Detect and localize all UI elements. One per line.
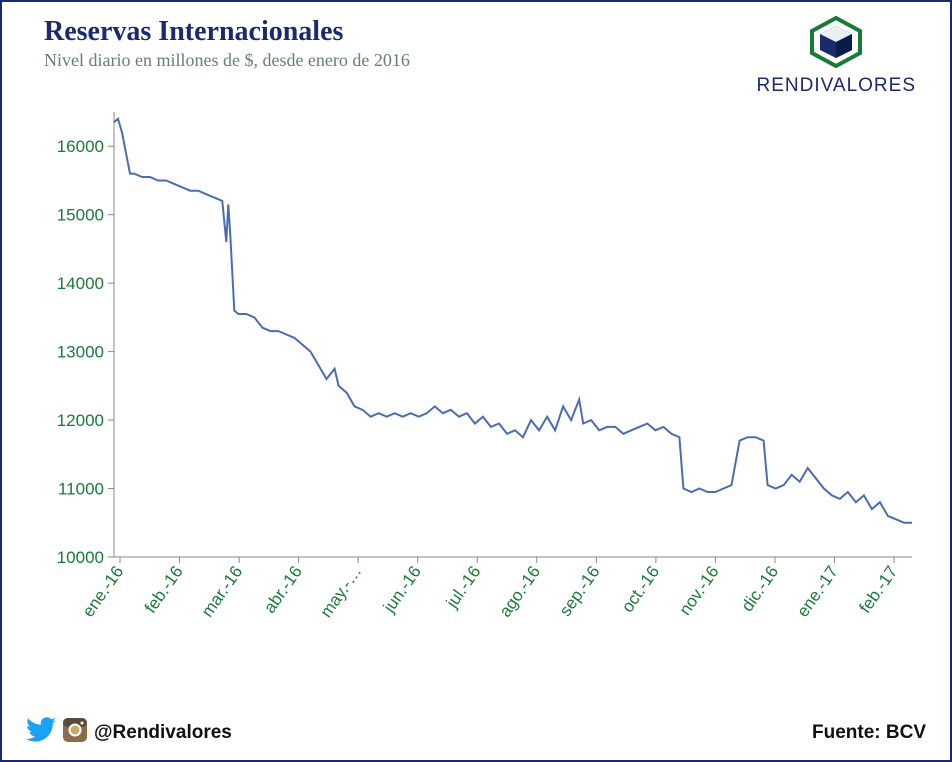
header: Reservas Internacionales Nivel diario en… <box>2 2 950 97</box>
y-tick-label: 16000 <box>57 137 104 156</box>
x-tick-label: nov.-16 <box>675 562 722 618</box>
x-tick-label: jul.-16 <box>442 562 485 612</box>
twitter-icon <box>26 717 56 748</box>
y-tick-label: 14000 <box>57 274 104 293</box>
x-tick-label: jun.-16 <box>379 562 425 616</box>
x-tick-label: may.-… <box>316 562 365 621</box>
x-tick-label: sep.-16 <box>556 562 604 619</box>
x-tick-label: ene.-16 <box>79 562 128 620</box>
line-chart: 10000 11000 12000 13000 14000 15000 16000 ene.-… <box>42 102 922 662</box>
x-tick-label: feb.-17 <box>855 562 901 616</box>
chart-subtitle: Nivel diario en millones de $, desde ene… <box>44 50 410 71</box>
y-tick-label: 12000 <box>57 411 104 430</box>
x-tick-label: feb.-16 <box>141 562 187 616</box>
chart-area: 10000 11000 12000 13000 14000 15000 16000 ene.-… <box>42 102 922 662</box>
x-tick-label: mar.-16 <box>198 562 247 620</box>
instagram-icon <box>62 717 88 748</box>
x-tick-label: ago.-16 <box>495 562 544 620</box>
x-tick-label: oct.-16 <box>618 562 663 615</box>
chart-frame: Reservas Internacionales Nivel diario en… <box>0 0 952 762</box>
y-tick-label: 11000 <box>58 480 104 499</box>
social-block: @Rendivalores <box>26 717 232 748</box>
social-handle: @Rendivalores <box>94 722 232 744</box>
source-label: Fuente: BCV <box>812 722 926 744</box>
brand-block: RENDIVALORES <box>757 16 926 97</box>
reserves-line <box>114 119 912 523</box>
hexagon-cube-icon <box>757 16 916 73</box>
x-tick-label: dic.-16 <box>737 562 782 615</box>
chart-title: Reservas Internacionales <box>44 16 410 48</box>
x-tick-label: abr.-16 <box>260 562 306 616</box>
x-tick-label: ene.-17 <box>793 562 842 620</box>
y-tick-label: 13000 <box>57 343 104 362</box>
brand-name: RENDIVALORES <box>757 75 916 97</box>
footer: @Rendivalores Fuente: BCV <box>26 717 926 748</box>
y-tick-label: 15000 <box>57 206 104 225</box>
title-block: Reservas Internacionales Nivel diario en… <box>44 16 410 71</box>
y-tick-label: 10000 <box>57 548 104 567</box>
